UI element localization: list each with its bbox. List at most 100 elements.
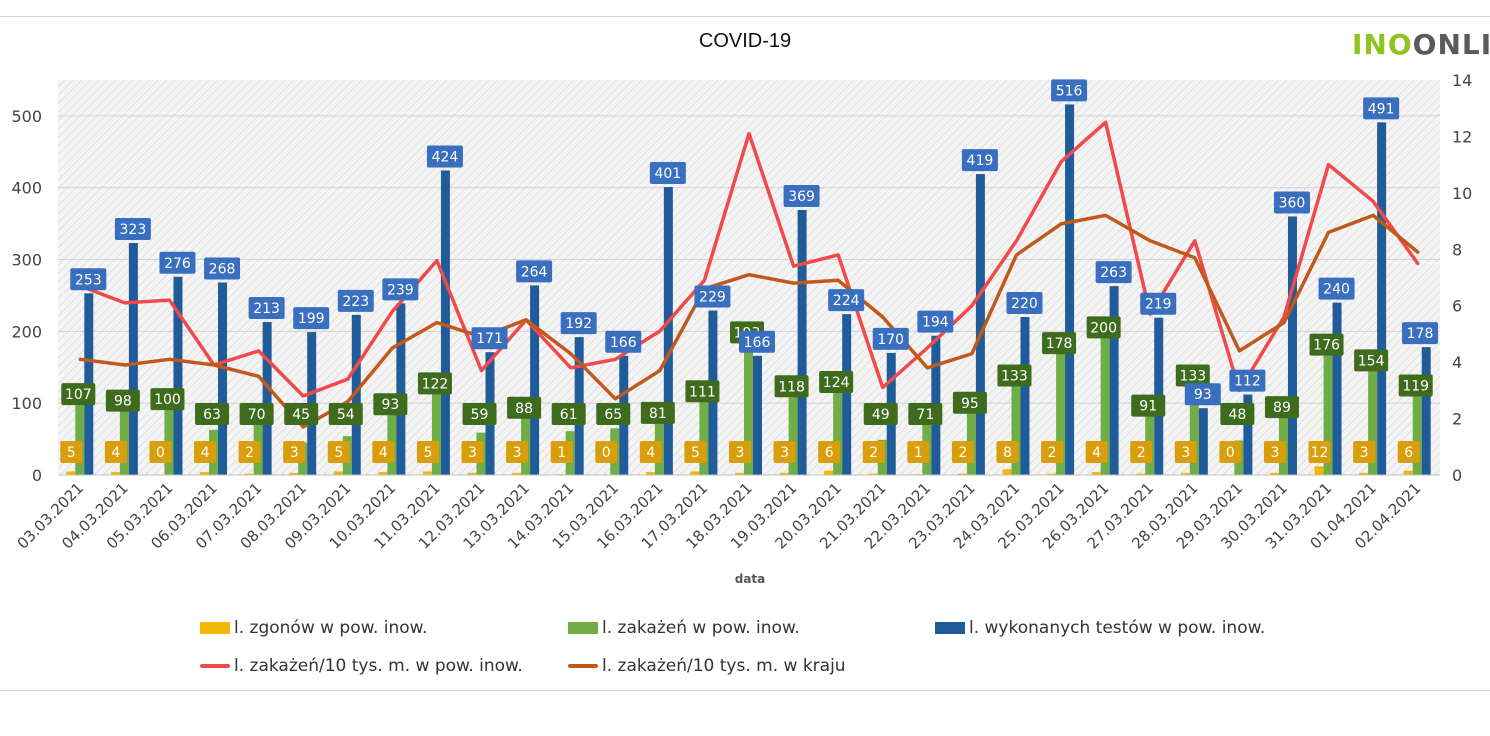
data-label-infections: 107: [65, 387, 92, 403]
data-label-tests-bg: [1140, 292, 1177, 315]
bar-infections: [833, 385, 843, 475]
data-label-infections-bg: [908, 403, 943, 425]
data-label-tests: 268: [209, 262, 236, 278]
data-label-deaths-bg: [1308, 441, 1331, 463]
legend-swatch-deaths: [200, 622, 230, 634]
data-label-deaths-bg: [194, 441, 217, 463]
data-label-deaths-bg: [149, 441, 172, 463]
bar-infections: [164, 403, 174, 475]
data-label-deaths: 4: [379, 445, 388, 461]
data-label-tests-bg: [560, 312, 597, 335]
data-label-deaths: 5: [423, 445, 432, 461]
data-label-infections-bg: [952, 391, 987, 414]
data-label-deaths-bg: [951, 441, 974, 463]
data-label-infections: 98: [114, 394, 132, 410]
data-label-tests: 263: [1100, 265, 1127, 281]
data-label-infections-bg: [417, 372, 452, 395]
legend-item-deaths: l. zgonów w pow. inow.: [200, 618, 427, 638]
bar-infections: [1056, 347, 1066, 475]
data-label-deaths: 3: [1360, 445, 1369, 461]
data-label-infections-bg: [150, 388, 185, 411]
data-label-tests: 240: [1323, 282, 1350, 298]
data-label-infections-bg: [685, 380, 720, 403]
legend-label-rate-local: l. zakażeń/10 tys. m. w pow. inow.: [234, 656, 523, 676]
bar-infections: [1368, 364, 1378, 475]
bar-deaths: [1269, 472, 1279, 475]
data-label-deaths-bg: [104, 441, 127, 463]
bar-infections: [119, 404, 129, 475]
bar-deaths: [289, 472, 299, 475]
bar-tests: [396, 303, 406, 475]
bar-deaths: [1002, 469, 1012, 475]
data-label-tests-bg: [828, 289, 865, 312]
bar-deaths: [467, 472, 477, 475]
data-label-deaths-bg: [238, 441, 261, 463]
data-label-deaths: 0: [156, 445, 165, 461]
bar-tests: [842, 314, 852, 475]
data-label-deaths: 1: [914, 445, 923, 461]
bar-deaths: [378, 472, 388, 475]
data-label-infections-bg: [596, 403, 631, 425]
data-label-infections: 95: [961, 396, 979, 412]
data-label-tests-bg: [204, 257, 241, 280]
data-label-deaths-bg: [372, 441, 395, 463]
data-label-tests: 276: [164, 256, 191, 272]
data-label-tests-bg: [382, 278, 419, 301]
bar-tests: [262, 322, 272, 475]
bar-tests: [218, 282, 228, 475]
data-label-infections: 119: [1402, 379, 1429, 395]
legend-label-rate-country: l. zakażeń/10 tys. m. w kraju: [602, 656, 846, 676]
bar-tests: [1421, 347, 1431, 475]
top-divider: [0, 16, 1490, 17]
data-label-tests-bg: [694, 285, 731, 308]
data-label-infections-bg: [1398, 374, 1433, 397]
bar-deaths: [868, 473, 878, 475]
data-label-tests: 166: [610, 335, 637, 351]
bar-tests: [1109, 286, 1119, 475]
data-label-infections: 91: [1139, 399, 1157, 415]
data-label-deaths: 5: [691, 445, 700, 461]
data-label-deaths: 2: [1137, 445, 1146, 461]
data-label-infections-bg: [551, 403, 586, 425]
bar-tests: [1243, 394, 1253, 475]
data-label-tests-bg: [649, 162, 686, 185]
data-label-deaths-bg: [416, 441, 439, 463]
bar-infections: [1412, 389, 1422, 475]
y2-tick-label: 8: [1452, 240, 1462, 259]
data-label-tests: 166: [744, 335, 771, 351]
data-label-infections: 48: [1228, 407, 1246, 423]
data-label-infections: 178: [1046, 336, 1073, 352]
data-label-deaths: 1: [557, 445, 566, 461]
data-label-deaths-bg: [862, 441, 885, 463]
data-label-infections-bg: [373, 393, 408, 416]
data-label-infections-bg: [1175, 364, 1210, 387]
data-label-tests-bg: [1273, 191, 1310, 214]
data-label-tests-bg: [159, 251, 196, 274]
x-axis-label: data: [734, 572, 766, 586]
bar-tests: [530, 285, 540, 475]
data-label-deaths-bg: [1130, 441, 1153, 463]
legend-label-infections: l. zakażeń w pow. inow.: [602, 618, 800, 638]
data-label-infections-bg: [819, 370, 854, 393]
data-label-deaths-bg: [327, 441, 350, 463]
data-label-tests: 323: [120, 222, 147, 238]
bar-infections: [788, 390, 798, 475]
data-label-infections: 65: [604, 407, 622, 423]
data-label-infections-bg: [1086, 316, 1121, 339]
data-label-infections: 93: [381, 397, 399, 413]
data-label-tests: 223: [342, 294, 369, 310]
y-tick-label: 0: [32, 466, 42, 485]
data-label-deaths: 3: [468, 445, 477, 461]
bar-infections: [966, 406, 976, 475]
bar-deaths: [1180, 472, 1190, 475]
bar-deaths: [422, 471, 432, 475]
legend-item-infections: l. zakażeń w pow. inow.: [568, 618, 800, 638]
data-label-tests: 253: [75, 272, 102, 288]
data-label-tests-bg: [471, 327, 508, 350]
data-label-deaths-bg: [639, 441, 662, 463]
data-label-infections: 124: [823, 375, 850, 391]
bar-tests: [440, 170, 450, 475]
data-label-deaths-bg: [1263, 441, 1286, 463]
data-label-deaths: 6: [1404, 445, 1413, 461]
legend-item-rate-local: l. zakażeń/10 tys. m. w pow. inow.: [200, 656, 523, 676]
